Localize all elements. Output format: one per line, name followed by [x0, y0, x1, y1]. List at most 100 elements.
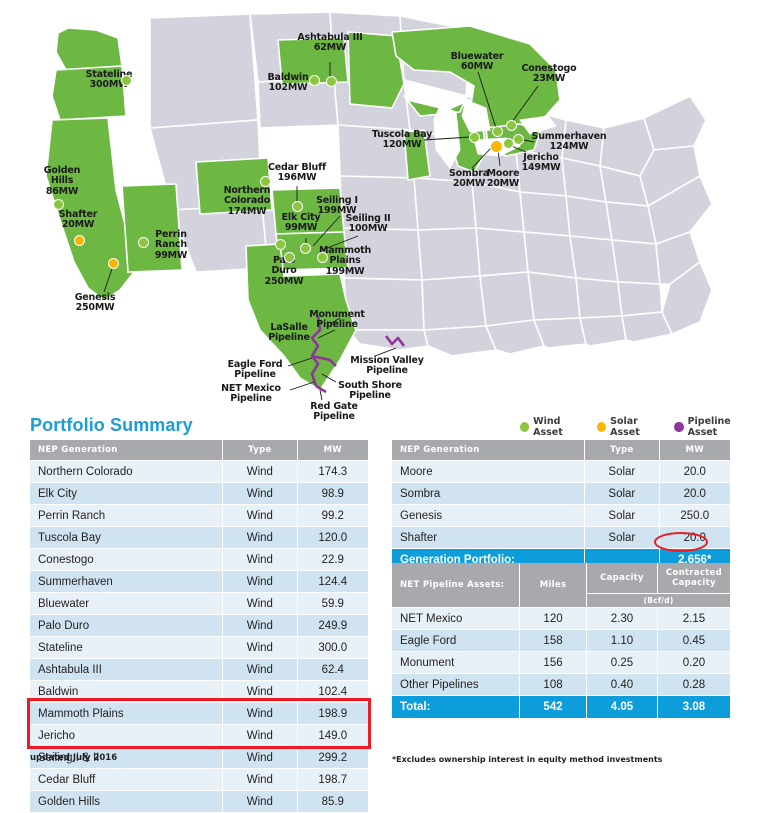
table-cell: Wind: [222, 790, 298, 813]
legend-label-pipeline: Pipeline Asset: [687, 416, 731, 438]
table-row: Northern Colorado Wind 174.3: [30, 460, 368, 483]
map-label-genesis: Genesis 250MW: [74, 292, 116, 314]
table-cell: 0.25: [586, 651, 658, 674]
map-marker-stateline: [121, 75, 132, 86]
table-cell: Wind: [222, 592, 298, 615]
table-row: Genesis Solar 250.0: [392, 504, 730, 527]
table-cell: 299.2: [297, 746, 368, 769]
map-marker-summerhaven: [513, 134, 524, 145]
table-row: Palo Duro Wind 249.9: [30, 614, 368, 637]
table-cell: Wind: [222, 482, 298, 505]
wind-asset-icon: [520, 422, 530, 432]
table-cell: 0.40: [586, 673, 658, 696]
map-marker-northern-colorado: [260, 176, 271, 187]
table-cell: Eagle Ford: [392, 629, 520, 652]
table-row: Monument 156 0.25 0.20: [392, 651, 730, 674]
table-cell: Genesis: [392, 504, 586, 527]
map-label-seiling-ii: Seiling II 100MW: [345, 213, 391, 235]
table-cell: 250.0: [659, 504, 730, 527]
table-cell: 300.0: [297, 636, 368, 659]
table-cell: 156: [519, 651, 588, 674]
table-cell: 0.20: [657, 651, 730, 674]
legend-label-wind: Wind Asset: [533, 416, 563, 438]
table-cell: Wind: [222, 526, 298, 549]
table-header-row: NET Pipeline Assets: Miles Capacity Cont…: [392, 563, 730, 608]
table-row: Tuscola Bay Wind 120.0: [30, 526, 368, 549]
table-cell: NET Mexico: [392, 607, 520, 630]
table-cell: Seiling I & II: [30, 746, 224, 769]
pipeline-lines: [310, 315, 406, 394]
table-header-row: NEP Generation Type MW: [30, 440, 368, 461]
table-cell: Wind: [222, 636, 298, 659]
map-marker-baldwin: [309, 75, 320, 86]
map-marker-sombra-moore: [490, 140, 503, 153]
table-row: Conestogo Wind 22.9: [30, 548, 368, 571]
map-label-conestogo: Conestogo 23MW: [521, 63, 577, 85]
table-row: Golden Hills Wind 85.9: [30, 790, 368, 813]
map-marker-bluewater: [492, 126, 503, 137]
table-cell: Sombra: [392, 482, 586, 505]
map-label-moore: Moore 20MW: [486, 168, 520, 190]
map-marker-jericho: [503, 138, 514, 149]
excludes-note: *Excludes ownership interest in equity m…: [392, 755, 663, 764]
map-marker-seiling: [300, 243, 311, 254]
map-label-monument-pipeline: Monument Pipeline: [309, 309, 365, 331]
table-total-row: Total: 542 4.05 3.08: [392, 695, 730, 718]
table-total-cell: 3.08: [657, 695, 730, 718]
map-label-bluewater: Bluewater 60MW: [450, 51, 504, 73]
table-total-cell: 542: [519, 695, 588, 718]
map-label-lasalle-pipeline: LaSalle Pipeline: [268, 322, 310, 344]
map-marker-palo-duro: [275, 239, 286, 250]
map-label-mission-valley-pipeline: Mission Valley Pipeline: [350, 355, 424, 377]
map-label-cedar-bluff: Cedar Bluff 196MW: [268, 162, 326, 184]
table-cell: Golden Hills: [30, 790, 224, 813]
table-cell: 124.4: [297, 570, 368, 593]
table-cell: Ashtabula III: [30, 658, 224, 681]
table-cell: 198.9: [297, 702, 368, 725]
map-marker-ashtabula-iii: [326, 76, 337, 87]
table-cell: 1.10: [586, 629, 658, 652]
table-cell: Solar: [584, 526, 660, 549]
map-marker-golden-hills: [53, 199, 64, 210]
table-subheader-row: (Bcf/d): [392, 593, 730, 608]
table-row: Baldwin Wind 102.4: [30, 680, 368, 703]
table-row: Cedar Bluff Wind 198.7: [30, 768, 368, 791]
table-cell: Jericho: [30, 724, 224, 747]
table-cell: Wind: [222, 460, 298, 483]
table-row: Perrin Ranch Wind 99.2: [30, 504, 368, 527]
table-cell: 120: [519, 607, 588, 630]
solar-asset-icon: [597, 422, 607, 432]
table-cell: Wind: [222, 768, 298, 791]
col-type: Type: [584, 440, 660, 461]
table-cell: Wind: [222, 724, 298, 747]
map-label-mammoth-plains: Mammoth Plains 199MW: [318, 245, 372, 277]
table-cell: Wind: [222, 702, 298, 725]
col-nep-generation: NEP Generation: [392, 440, 586, 461]
table-cell: 99.2: [297, 504, 368, 527]
map-marker-mammoth-plains: [317, 252, 328, 263]
map-label-south-shore-pipeline: South Shore Pipeline: [338, 380, 402, 402]
table-cell: 249.9: [297, 614, 368, 637]
map-marker-shafter: [74, 235, 85, 246]
map-label-elk-city: Elk City 99MW: [281, 212, 321, 234]
legend-label-solar: Solar Asset: [610, 416, 640, 438]
table-cell: 2.30: [586, 607, 658, 630]
page-title: Portfolio Summary: [30, 415, 193, 435]
map-label-net-mexico-pipeline: NET Mexico Pipeline: [221, 383, 281, 405]
table-cell: Stateline: [30, 636, 224, 659]
table-row: Other Pipelines 108 0.40 0.28: [392, 673, 730, 696]
table-header-row: NEP Generation Type MW: [392, 440, 730, 461]
table-row: Shafter Solar 20.0: [392, 526, 730, 549]
table-cell: 20.0: [659, 526, 730, 549]
col-type: Type: [222, 440, 298, 461]
table-cell: Cedar Bluff: [30, 768, 224, 791]
map-label-shafter: Shafter 20MW: [58, 209, 98, 231]
pipeline-asset-icon: [674, 422, 684, 432]
table-cell: Wind: [222, 548, 298, 571]
table-cell: Wind: [222, 680, 298, 703]
table-cell: Solar: [584, 504, 660, 527]
col-pipeline-assets: NET Pipeline Assets:: [392, 563, 520, 608]
table-cell: Shafter: [392, 526, 586, 549]
updated-note: updated July 2016: [30, 753, 118, 763]
map-label-jericho: Jericho 149MW: [521, 152, 561, 174]
